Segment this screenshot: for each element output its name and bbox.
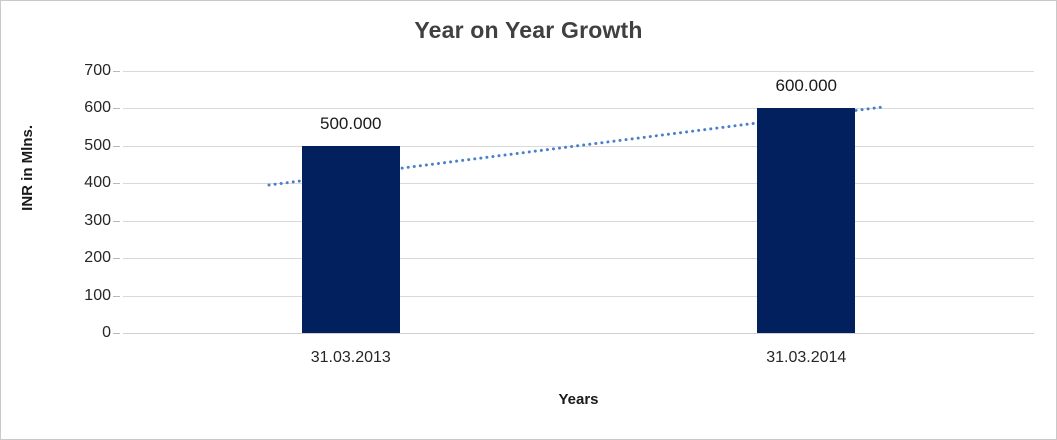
x-axis-title: Years xyxy=(558,391,599,408)
bar[interactable] xyxy=(757,108,856,333)
bar[interactable] xyxy=(301,145,400,333)
y-axis-tick-mark xyxy=(113,183,120,185)
bar-data-label: 500.000 xyxy=(320,113,382,133)
gridline xyxy=(123,258,1034,260)
y-axis-tick-label: 200 xyxy=(84,249,111,267)
gridline xyxy=(123,295,1034,297)
y-axis-tick-label: 500 xyxy=(84,136,111,154)
gridline xyxy=(123,183,1034,185)
x-axis-category-label: 31.03.2013 xyxy=(310,349,391,366)
y-axis-tick-label: 600 xyxy=(84,99,111,117)
y-axis-tick-label: 700 xyxy=(84,62,111,79)
y-axis-tick-label: 100 xyxy=(84,286,111,304)
bar-data-label: 600.000 xyxy=(775,76,837,96)
gridline xyxy=(123,333,1034,334)
y-axis-tick-mark xyxy=(113,71,120,72)
y-axis-tick-mark xyxy=(113,295,120,297)
gridline xyxy=(123,145,1034,147)
y-axis-tick-mark xyxy=(113,145,120,147)
y-axis-tick-mark xyxy=(113,220,120,222)
y-axis-tick-label: 300 xyxy=(84,211,111,229)
y-axis-tick-mark xyxy=(113,333,120,334)
plot-area xyxy=(123,71,1034,334)
y-axis-tick-mark xyxy=(113,258,120,260)
y-axis-tick-mark xyxy=(113,108,120,110)
y-axis-tick-label: 0 xyxy=(102,324,111,341)
y-axis-title: INR in Mlns. xyxy=(19,125,36,211)
gridline xyxy=(123,220,1034,222)
chart-title: Year on Year Growth xyxy=(414,17,643,43)
gridline xyxy=(123,108,1034,110)
y-axis-tick-label: 400 xyxy=(84,174,111,192)
x-axis-category-label: 31.03.2014 xyxy=(766,349,847,366)
y-axis-tick-labels: 0 100 200 300 400 500 600 700 xyxy=(55,62,111,341)
gridline xyxy=(123,71,1034,72)
